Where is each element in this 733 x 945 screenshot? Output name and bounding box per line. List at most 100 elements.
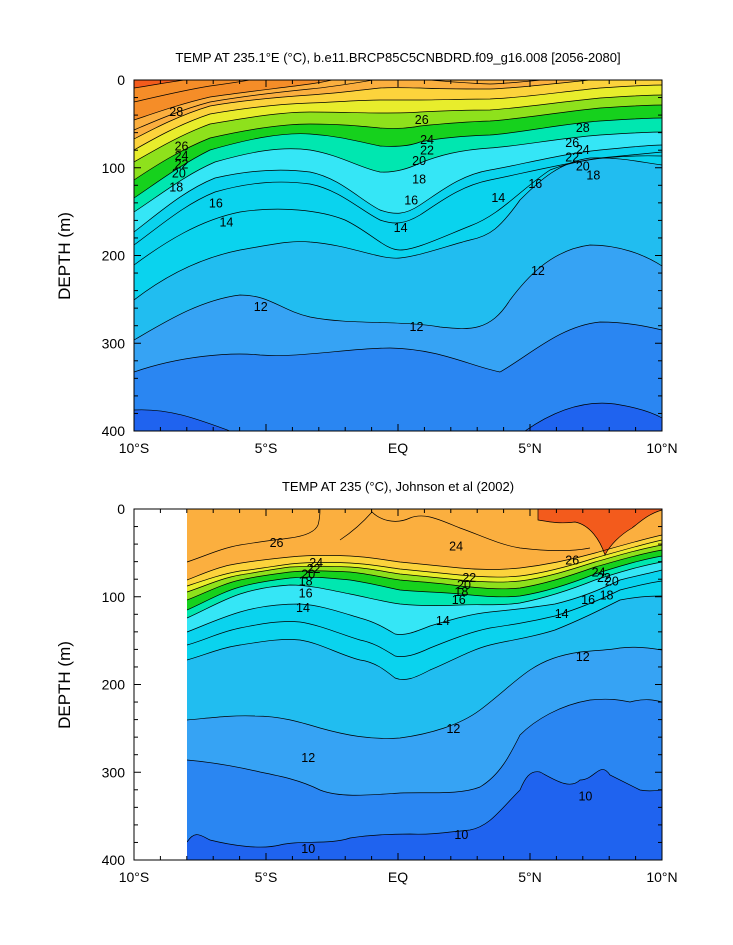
contour-line (134, 80, 187, 89)
panel-bottom-title: TEMP AT 235 (°C), Johnson et al (2002) (282, 479, 514, 494)
contour-line (186, 534, 662, 581)
contour-label-text: 16 (528, 177, 542, 191)
contour-line (134, 321, 662, 373)
contour-label: 22 (420, 144, 434, 158)
y-tick-label: 300 (102, 764, 126, 780)
contour-label: 20 (576, 159, 590, 173)
top-axis-ticks (133, 79, 663, 432)
contour-label: 20 (301, 567, 315, 581)
contour-label-text: 12 (446, 722, 460, 736)
contour-label-text: 24 (175, 149, 189, 163)
y-tick-label: 400 (102, 423, 126, 439)
contour-label: 14 (491, 191, 505, 205)
contour-label-text: 26 (175, 139, 189, 153)
bottom-y-tick-labels: 0 100 200 300 400 (102, 501, 126, 868)
x-tick-label: 10°N (646, 440, 677, 456)
contour-line (186, 769, 662, 848)
contour-label-text: 14 (394, 221, 408, 235)
contour-label: 22 (565, 151, 579, 165)
top-x-tick-labels: 10°S 5°S EQ 5°N 10°N (119, 440, 678, 456)
y-tick-label: 200 (102, 677, 126, 693)
contour-label: 24 (175, 149, 189, 163)
contour-label: 10 (301, 842, 315, 856)
contour-label: 28 (576, 121, 590, 135)
contour-line (134, 80, 253, 103)
contour-line (537, 509, 662, 556)
y-tick-label: 400 (102, 852, 126, 868)
contour-label-text: 12 (531, 264, 545, 278)
contour-label-text: 20 (576, 159, 590, 173)
x-tick-label: 10°S (119, 869, 150, 885)
y-tick-label: 200 (102, 248, 126, 264)
contour-label-text: 22 (175, 158, 189, 172)
contour-label: 16 (209, 196, 223, 210)
contour-label-text: 10 (578, 789, 592, 803)
contour-label-text: 26 (415, 113, 429, 127)
contour-label: 26 (175, 139, 189, 153)
contour-label: 14 (394, 221, 408, 235)
contour-label-text: 20 (172, 167, 186, 181)
x-tick-label: 5°N (518, 440, 542, 456)
contour-label: 22 (462, 571, 476, 585)
contour-line (186, 539, 662, 587)
bottom-y-axis-label: DEPTH (m) (55, 641, 74, 729)
panel-top-title: TEMP AT 235.1°E (°C), b.e11.BRCP85C5CNBD… (175, 50, 620, 65)
top-y-axis-label: DEPTH (m) (55, 212, 74, 300)
contour-line (540, 20, 662, 40)
contour-line (134, 157, 662, 301)
contour-line (134, 80, 546, 131)
contour-label: 18 (299, 574, 313, 588)
contour-line (186, 595, 662, 680)
contour-label: 22 (597, 571, 611, 585)
contour-label-text: 16 (452, 593, 466, 607)
contour-label: 20 (172, 167, 186, 181)
contour-label-text: 16 (581, 593, 595, 607)
contour-label-text: 16 (404, 194, 418, 208)
contour-label-text: 22 (462, 571, 476, 585)
y-tick-label: 100 (102, 589, 126, 605)
contour-label-text: 10 (454, 828, 468, 842)
contour-line (339, 511, 591, 551)
contour-label-text: 26 (565, 136, 579, 150)
contour-label: 26 (415, 113, 429, 127)
contour-label-text: 20 (457, 578, 471, 592)
contour-label-text: 22 (565, 151, 579, 165)
contour-label: 14 (555, 607, 569, 621)
y-tick-label: 0 (117, 501, 125, 517)
contour-label-text: 18 (412, 173, 426, 187)
contour-label-text: 24 (420, 133, 434, 147)
contour-label: 24 (309, 556, 323, 570)
band-fill (540, 0, 662, 40)
contour-label-text: 14 (219, 216, 233, 230)
contour-label: 24 (592, 566, 606, 580)
contour-label-text: 26 (270, 536, 284, 550)
contour-label-text: 16 (209, 196, 223, 210)
top-y-tick-labels: 0 100 200 300 400 (102, 72, 126, 439)
contour-label: 22 (307, 562, 321, 576)
panel-top: TEMP AT 235.1°E (°C), b.e11.BRCP85C5CNBD… (55, 0, 678, 456)
bottom-axis-ticks (133, 508, 663, 861)
contour-label-text: 14 (491, 191, 505, 205)
contour-line (186, 561, 662, 619)
x-tick-label: 10°S (119, 440, 150, 456)
top-contour-labels: 2826242220181614122624222018161412282624… (169, 105, 600, 334)
contour-label-text: 18 (454, 585, 468, 599)
contour-label: 16 (404, 194, 418, 208)
contour-label-text: 14 (296, 601, 310, 615)
contour-label: 26 (270, 536, 284, 550)
bottom-contour-labels: 2624222018161412102422201816141210262422… (270, 536, 619, 856)
contour-label-text: 22 (420, 144, 434, 158)
contour-label: 12 (301, 751, 315, 765)
contour-line (134, 144, 662, 233)
no-data-region (134, 509, 187, 860)
contour-label: 16 (452, 593, 466, 607)
band-fill (187, 509, 662, 580)
contour-label: 12 (531, 264, 545, 278)
contour-label-text: 20 (301, 567, 315, 581)
contour-label-text: 26 (565, 553, 579, 567)
contour-label: 14 (296, 601, 310, 615)
contour-line (186, 569, 662, 635)
x-tick-label: 5°S (255, 869, 278, 885)
contour-label-text: 10 (301, 842, 315, 856)
